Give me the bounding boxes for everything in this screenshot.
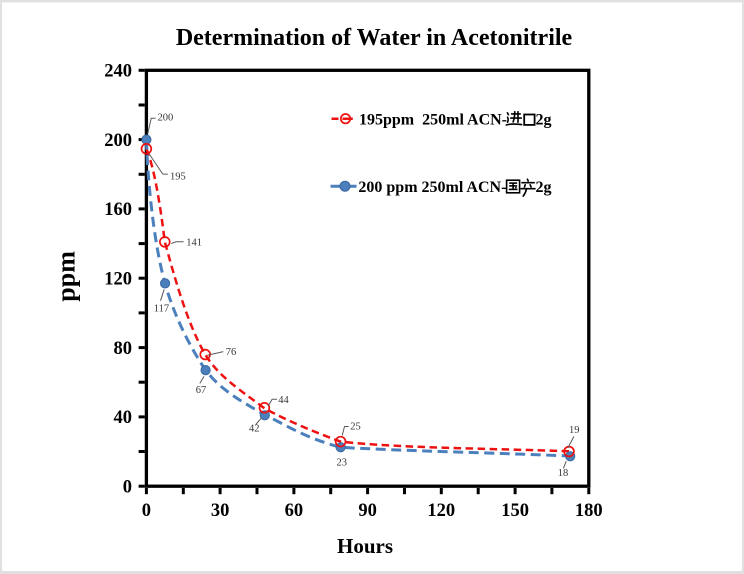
- svg-text:200: 200: [104, 131, 132, 151]
- svg-text:23: 23: [337, 457, 348, 468]
- svg-text:180: 180: [575, 501, 603, 521]
- svg-text:2g: 2g: [536, 111, 552, 128]
- svg-text:2g: 2g: [536, 179, 552, 196]
- svg-text:141: 141: [186, 237, 202, 248]
- svg-text:200: 200: [158, 112, 174, 123]
- svg-text:19: 19: [569, 425, 580, 436]
- svg-text:0: 0: [123, 478, 132, 498]
- svg-text:76: 76: [226, 347, 237, 358]
- svg-text:18: 18: [558, 468, 569, 479]
- svg-text:240: 240: [104, 62, 132, 82]
- svg-text:150: 150: [501, 501, 529, 521]
- svg-text:200 ppm 250ml ACN-: 200 ppm 250ml ACN-: [358, 179, 506, 196]
- svg-text:30: 30: [211, 501, 230, 521]
- svg-text:40: 40: [114, 408, 133, 428]
- svg-text:25: 25: [350, 422, 361, 433]
- svg-text:90: 90: [358, 501, 377, 521]
- svg-text:0: 0: [142, 501, 151, 521]
- svg-text:42: 42: [249, 424, 260, 435]
- svg-text:60: 60: [285, 501, 304, 521]
- svg-text:120: 120: [104, 270, 132, 290]
- svg-text:160: 160: [104, 200, 132, 220]
- svg-text:Determination of Water in Acet: Determination of Water in Acetonitrile: [176, 25, 573, 51]
- svg-text:Hours: Hours: [337, 534, 393, 558]
- svg-text:44: 44: [278, 395, 289, 406]
- svg-text:67: 67: [196, 385, 207, 396]
- svg-text:80: 80: [114, 339, 133, 359]
- svg-text:120: 120: [427, 501, 455, 521]
- svg-text:ppm: ppm: [51, 251, 80, 302]
- svg-text:117: 117: [154, 303, 169, 314]
- svg-text:195ppm 250ml ACN-: 195ppm 250ml ACN-: [359, 111, 507, 128]
- svg-text:195: 195: [170, 172, 186, 183]
